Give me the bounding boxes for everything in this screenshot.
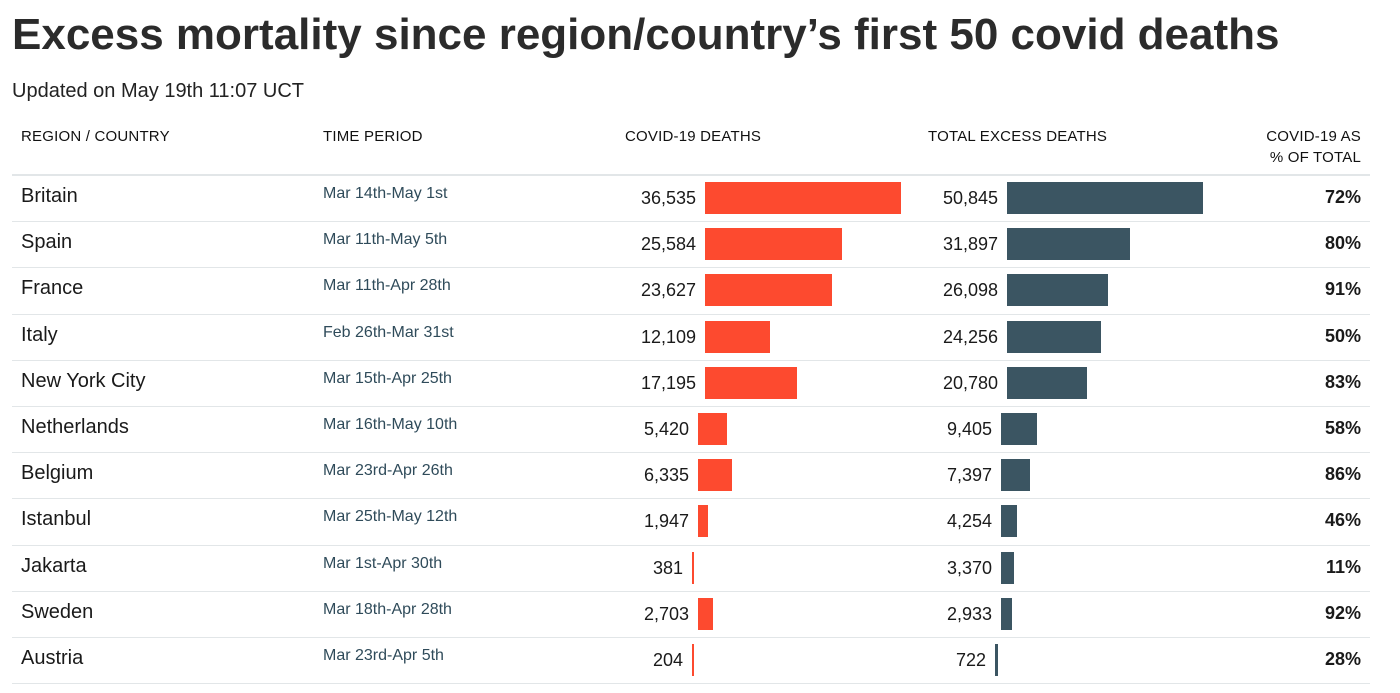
covid-percent-value: 80% xyxy=(1324,233,1361,254)
covid-percent-value: 58% xyxy=(1324,417,1361,438)
excess-deaths-bar xyxy=(1007,182,1203,214)
region-name: Austria xyxy=(21,646,84,669)
header-covid-percent-line2: % OF TOTAL xyxy=(1269,149,1361,166)
covid-percent-value: 11% xyxy=(1325,556,1361,577)
excess-deaths-bar xyxy=(1007,366,1088,399)
excess-deaths-bar xyxy=(1001,551,1014,584)
time-period: Mar 14th-May 1st xyxy=(323,185,448,202)
region-name: Istanbul xyxy=(21,508,92,531)
time-period: Mar 11th-Apr 28th xyxy=(323,277,451,295)
excess-deaths-value: 26,098 xyxy=(942,280,998,301)
covid-deaths-value: 2,703 xyxy=(643,603,689,624)
chart-subtitle: Updated on May 19th 11:07 UCT xyxy=(12,80,305,102)
table-row: Spain Mar 11th-May 5th 25,584 31,897 80% xyxy=(12,222,1370,269)
covid-deaths-bar xyxy=(692,643,694,676)
table-row: Austria Mar 23rd-Apr 5th 204 722 28% xyxy=(12,638,1370,685)
region-name: Jakarta xyxy=(21,554,87,577)
covid-deaths-bar xyxy=(698,412,728,445)
table-row: Jakarta Mar 1st-Apr 30th 381 3,370 11% xyxy=(12,546,1370,592)
covid-deaths-bar xyxy=(698,505,709,538)
time-period: Mar 25th-May 12th xyxy=(323,508,458,526)
time-period: Mar 23rd-Apr 5th xyxy=(323,646,444,664)
excess-deaths-bar xyxy=(1001,597,1013,630)
table-row: France Mar 11th-Apr 28th 23,627 26,098 91% xyxy=(12,268,1370,315)
covid-percent-value: 46% xyxy=(1324,510,1361,531)
covid-deaths-bar xyxy=(705,228,843,261)
excess-deaths-value: 4,254 xyxy=(946,511,992,532)
covid-deaths-bar xyxy=(698,459,732,492)
excess-deaths-value: 9,405 xyxy=(946,418,992,439)
excess-deaths-value: 722 xyxy=(955,649,986,670)
excess-deaths-value: 2,933 xyxy=(946,603,992,624)
excess-deaths-value: 7,397 xyxy=(946,465,992,486)
region-name: France xyxy=(21,277,84,300)
table-row: New York City Mar 15th-Apr 25th 17,195 20,7… xyxy=(12,361,1370,407)
covid-deaths-bar xyxy=(705,320,770,353)
covid-deaths-bar xyxy=(692,551,695,584)
header-divider xyxy=(12,174,1370,176)
covid-deaths-value: 6,335 xyxy=(643,465,689,486)
region-name: New York City xyxy=(21,369,146,392)
covid-percent-value: 83% xyxy=(1324,371,1361,392)
covid-percent-value: 50% xyxy=(1324,325,1361,346)
excess-deaths-bar xyxy=(1001,505,1018,538)
region-name: Britain xyxy=(21,185,78,207)
header-covid-percent-line1: COVID-19 AS xyxy=(1266,128,1361,145)
covid-deaths-value: 17,195 xyxy=(640,372,696,393)
covid-percent-value: 92% xyxy=(1324,602,1361,623)
header-covid-deaths: COVID-19 DEATHS xyxy=(625,128,762,145)
region-name: Spain xyxy=(21,231,73,254)
excess-deaths-bar xyxy=(1007,320,1101,353)
covid-deaths-value: 5,420 xyxy=(643,418,689,439)
covid-deaths-bar xyxy=(705,182,901,214)
region-name: Belgium xyxy=(21,462,94,485)
table-row: Netherlands Mar 16th-May 10th 5,420 9,405 58… xyxy=(12,407,1370,454)
excess-deaths-value: 3,370 xyxy=(946,557,992,578)
table-row: Istanbul Mar 25th-May 12th 1,947 4,254 46% xyxy=(12,499,1370,546)
covid-percent-value: 91% xyxy=(1324,279,1361,300)
header-time-period: TIME PERIOD xyxy=(323,128,423,145)
covid-deaths-value: 1,947 xyxy=(643,511,689,532)
time-period: Mar 15th-Apr 25th xyxy=(323,369,452,387)
excess-deaths-bar xyxy=(1007,274,1108,307)
table-row: Britain Mar 14th-May 1st 36,535 50,845 72% xyxy=(12,176,1370,223)
region-name: Netherlands xyxy=(21,415,129,438)
region-name: Sweden xyxy=(21,600,94,623)
excess-deaths-value: 50,845 xyxy=(942,188,998,208)
header-excess-deaths: TOTAL EXCESS DEATHS xyxy=(928,128,1108,145)
time-period: Feb 26th-Mar 31st xyxy=(323,323,454,341)
excess-deaths-bar xyxy=(1001,412,1038,445)
covid-deaths-bar xyxy=(705,366,798,399)
table-row: Sweden Mar 18th-Apr 28th 2,703 2,933 92% xyxy=(12,592,1370,638)
header-covid-percent: COVID-19 AS % OF TOTAL xyxy=(1221,126,1361,168)
region-name: Italy xyxy=(21,323,58,346)
covid-percent-value: 72% xyxy=(1324,187,1361,207)
excess-deaths-bar xyxy=(1001,459,1030,492)
covid-deaths-value: 36,535 xyxy=(640,188,696,208)
excess-deaths-value: 31,897 xyxy=(942,234,998,255)
covid-deaths-value: 23,627 xyxy=(640,280,696,301)
excess-deaths-bar xyxy=(1007,228,1130,261)
table-row: Italy Feb 26th-Mar 31st 12,109 24,256 50% xyxy=(12,315,1370,361)
covid-deaths-bar xyxy=(705,274,832,307)
covid-deaths-value: 12,109 xyxy=(640,326,696,347)
excess-deaths-value: 24,256 xyxy=(942,326,998,347)
header-region: REGION / COUNTRY xyxy=(21,128,170,145)
table-body: Britain Mar 14th-May 1st 36,535 50,845 72% Sp… xyxy=(12,176,1370,685)
covid-deaths-value: 25,584 xyxy=(640,234,696,255)
excess-deaths-value: 20,780 xyxy=(942,372,998,393)
table-row: Belgium Mar 23rd-Apr 26th 6,335 7,397 86% xyxy=(12,453,1370,500)
excess-deaths-bar xyxy=(995,643,998,676)
covid-deaths-value: 204 xyxy=(652,649,683,670)
covid-deaths-bar xyxy=(698,597,713,630)
time-period: Mar 18th-Apr 28th xyxy=(323,600,452,618)
chart-title: Excess mortality since region/country’s … xyxy=(12,10,1280,59)
covid-deaths-value: 381 xyxy=(652,557,683,578)
time-period: Mar 16th-May 10th xyxy=(323,415,458,433)
time-period: Mar 1st-Apr 30th xyxy=(323,554,443,572)
covid-percent-value: 28% xyxy=(1324,648,1361,669)
time-period: Mar 11th-May 5th xyxy=(323,231,448,249)
covid-percent-value: 86% xyxy=(1324,464,1361,485)
time-period: Mar 23rd-Apr 26th xyxy=(323,462,453,480)
